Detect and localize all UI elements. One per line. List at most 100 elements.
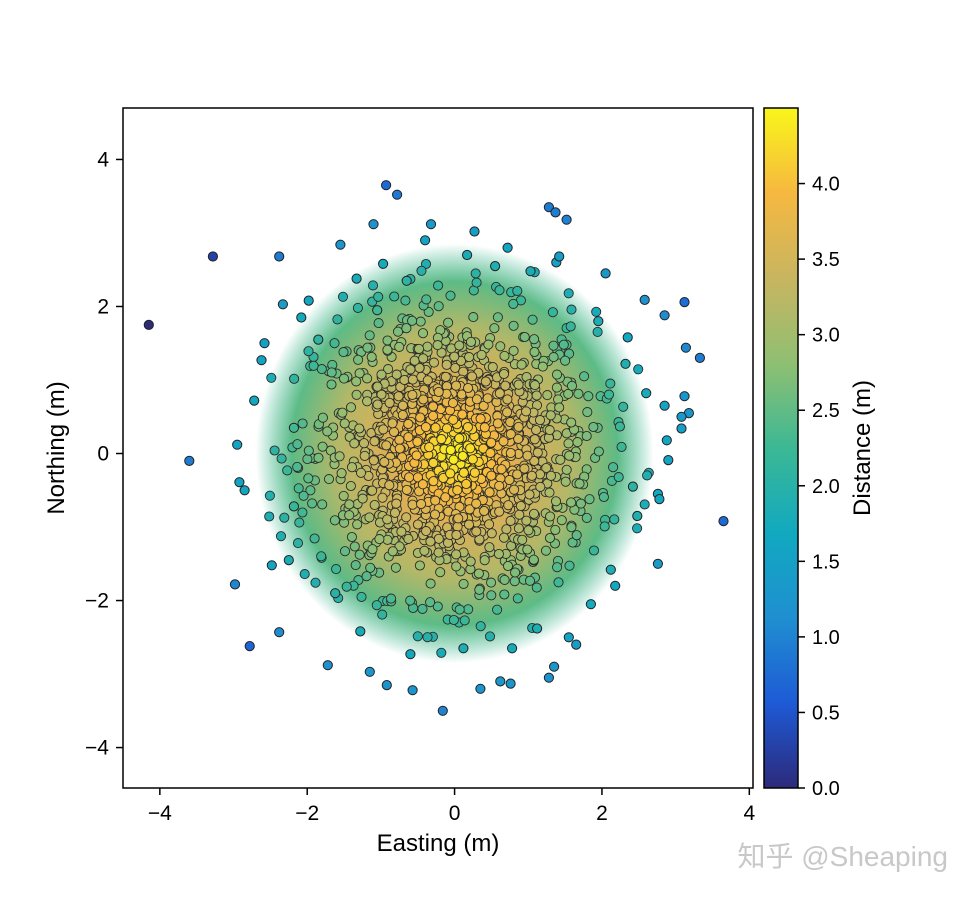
texture-point [297,507,308,518]
texture-point [428,410,439,421]
texture-point [499,350,510,361]
y-tick-label: −4 [85,737,109,760]
texture-point [338,373,350,384]
data-point [605,564,616,575]
texture-point [454,604,465,615]
texture-point [313,452,324,463]
texture-point [282,465,293,476]
data-point [654,494,665,505]
data-point [505,678,516,689]
texture-point [377,609,388,620]
texture-point [529,346,540,358]
texture-point [428,401,439,412]
data-point [351,273,362,284]
texture-point [515,500,526,512]
x-tick-label: 2 [596,802,608,825]
data-point [475,683,486,694]
texture-point [414,362,425,373]
texture-point [404,472,415,483]
data-point [663,455,674,466]
texture-point [424,442,435,453]
texture-point [556,515,567,526]
texture-point [352,302,363,313]
texture-point [391,369,402,380]
texture-point [303,445,314,456]
texture-point [451,380,462,391]
texture-point [553,577,564,588]
texture-point [492,418,503,429]
texture-point [269,445,280,456]
texture-point [513,379,524,390]
texture-point [393,391,404,402]
texture-point [508,345,519,356]
texture-point [433,301,444,312]
texture-point [513,523,524,534]
x-axis-label: Easting (m) [377,830,500,857]
texture-point [554,402,565,413]
texture-point [411,450,422,461]
texture-point [418,353,429,364]
texture-point [422,632,433,643]
texture-point [308,360,319,371]
data-point [277,299,288,310]
texture-point [581,512,592,523]
texture-point [350,560,361,571]
texture-point [378,424,389,435]
x-tick-label: −4 [148,802,172,825]
texture-point [293,483,304,494]
texture-point [362,342,373,353]
data-point [322,660,333,671]
texture-point [463,519,475,530]
texture-point [355,467,367,478]
texture-point [592,326,603,337]
data-point [550,207,561,218]
data-point [381,180,392,191]
texture-point [579,371,590,382]
texture-point [357,493,368,504]
texture-point [458,467,469,478]
texture-point [496,464,507,475]
texture-point [436,434,447,445]
x-tick-label: −2 [295,802,319,825]
data-point [425,219,437,230]
texture-point [475,413,486,424]
texture-point [561,464,572,475]
texture-point [484,519,495,530]
texture-point [310,577,321,588]
data-point [679,297,690,308]
texture-point [479,422,490,433]
texture-point [473,568,484,579]
data-point [296,312,307,323]
texture-point [415,316,426,327]
data-point [401,275,412,286]
texture-point [512,285,523,296]
texture-point [545,410,556,421]
colorbar-tick-label: 3.0 [812,325,840,347]
texture-point [508,298,519,309]
colorbar-label: Distance (m) [849,380,876,516]
texture-point [394,541,405,552]
texture-point [502,394,513,405]
texture-point [465,556,476,567]
texture-point [394,443,405,454]
texture-point [524,489,535,500]
texture-point [307,498,318,509]
texture-point [345,480,356,492]
texture-point [475,621,486,632]
texture-point [387,418,398,429]
texture-point [519,463,530,474]
texture-point [451,549,462,560]
data-point [600,268,611,279]
y-axis-label: Northing (m) [43,381,70,514]
texture-point [480,376,491,387]
texture-point [485,447,496,459]
texture-point [416,265,427,276]
texture-point [613,472,624,483]
texture-point [309,533,320,544]
data-point [652,558,664,569]
texture-point [575,498,586,509]
texture-point [605,378,616,389]
texture-point [632,523,643,534]
texture-point [386,593,397,604]
colorbar-tick-label: 2.0 [812,476,840,498]
